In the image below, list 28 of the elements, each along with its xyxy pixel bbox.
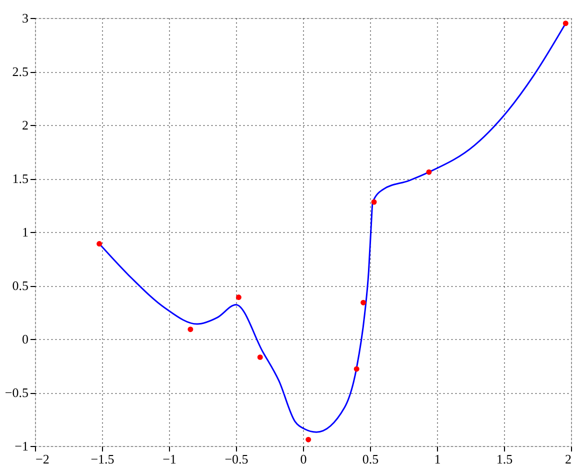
point [371, 199, 377, 205]
y-tick-label: −0.5 [4, 385, 28, 400]
x-tick-label: 1 [434, 452, 441, 465]
point [562, 20, 568, 26]
x-tick-label: −1 [162, 452, 176, 465]
point [426, 169, 432, 175]
x-tick-label: 2 [565, 452, 572, 465]
x-tick-label: 1.5 [496, 452, 513, 465]
y-tick-label: 0 [22, 332, 28, 346]
point [236, 294, 242, 300]
point [306, 436, 312, 442]
y-tick-label: −1 [14, 438, 28, 454]
x-tick-label: −2 [36, 452, 50, 465]
x-tick-label: −0.5 [224, 452, 248, 465]
y-tick-label: 1.5 [12, 171, 28, 186]
point [96, 241, 102, 247]
x-tick-label: −1.5 [90, 452, 114, 465]
y-tick-label: 0.5 [12, 278, 28, 293]
point [188, 326, 194, 332]
x-tick-label: 0.5 [362, 452, 379, 465]
y-tick-label: 2.5 [12, 64, 28, 79]
y-tick-label: 1 [22, 224, 28, 240]
x-tick-label: 0 [300, 452, 307, 465]
point [354, 366, 360, 372]
y-tick-label: 3 [22, 10, 28, 26]
y-tick-label: 2 [22, 118, 28, 132]
point [360, 300, 366, 306]
point [257, 354, 263, 360]
